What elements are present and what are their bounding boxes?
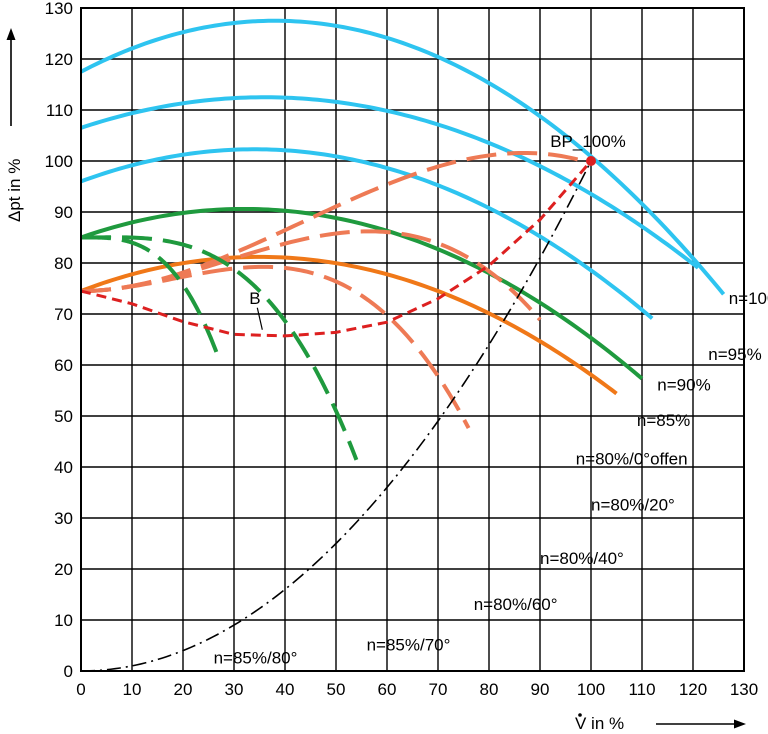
x-tick-label: 80 [480,680,499,699]
b-leader-line [256,307,263,330]
curve-n-100- [81,18,726,296]
y-tick-label: 50 [54,407,73,426]
y-axis-arrow-icon [6,28,16,126]
ticks: 0 10 20 30 40 50 60 70 80 90 100 110 120 130 0 10 20 30 40… [45,0,759,699]
y-tick-label: 10 [54,611,73,630]
y-tick-label: 90 [54,203,73,222]
y-tick-label: 30 [54,509,73,528]
annotation-label: n=80%/20° [591,495,675,514]
y-tick-label: 60 [54,356,73,375]
x-tick-label: 70 [429,680,448,699]
x-tick-label: 60 [378,680,397,699]
y-tick-label: 80 [54,254,73,273]
annotation-label: n=80%/0°offen [576,449,688,468]
x-tick-label: 100 [577,680,605,699]
annotation-label: n=85%/80° [214,648,298,667]
annotation-label: n=95% [708,345,761,364]
curve-operating-line [81,160,593,338]
curve-n-95- [81,95,700,270]
annotation-label: n=90% [657,376,710,395]
curve-system-curve [81,160,592,672]
annotations: BP_100% Bn=100% n=95% n=90% n=85% n=80%/0°off… [214,132,768,667]
x-tick-label: 30 [225,680,244,699]
x-axis-title: V in % [575,713,746,733]
curve-n-90- [81,147,654,320]
x-axis-label: V in % [575,714,624,733]
annotation-label: B [249,289,260,308]
y-tick-label: 40 [54,458,73,477]
x-axis-arrow-icon [656,719,746,729]
x-tick-label: 20 [174,680,193,699]
x-tick-label: 90 [531,680,550,699]
curve-n-80-40- [81,229,542,322]
x-tick-label: 120 [679,680,707,699]
y-tick-label: 120 [45,50,73,69]
x-tick-label: 10 [123,680,142,699]
y-axis-label: Δpt in % [5,159,24,222]
y-tick-label: 100 [45,152,73,171]
curve-n-80-60- [81,264,471,430]
x-tick-label: 50 [327,680,346,699]
flow-dot-icon [578,713,582,717]
x-tick-label: 0 [76,680,85,699]
annotation-label: n=80%/60° [474,595,558,614]
bp-100-marker [586,156,596,166]
curves [81,18,726,672]
y-tick-label: 130 [45,0,73,18]
y-tick-label: 70 [54,305,73,324]
annotation-label: n=85% [637,411,690,430]
curve-n-85- [81,206,644,381]
annotation-label: n=100% [729,289,768,308]
x-tick-label: 130 [730,680,758,699]
y-tick-label: 20 [54,560,73,579]
curve-n-80-0-offen [81,254,618,396]
y-tick-label: 0 [64,662,73,681]
y-axis-title: Δpt in % [5,28,24,222]
curve-n-85-70- [81,235,359,461]
y-tick-label: 110 [46,101,73,120]
x-tick-label: 110 [628,680,655,699]
x-tick-label: 40 [276,680,295,699]
annotation-bp-100: BP_100% [550,132,626,151]
annotation-label: n=80%/40° [540,549,624,568]
curve-n-85-80- [81,235,221,359]
plot-frame [80,7,745,672]
annotation-label: n=85%/70° [367,636,451,655]
